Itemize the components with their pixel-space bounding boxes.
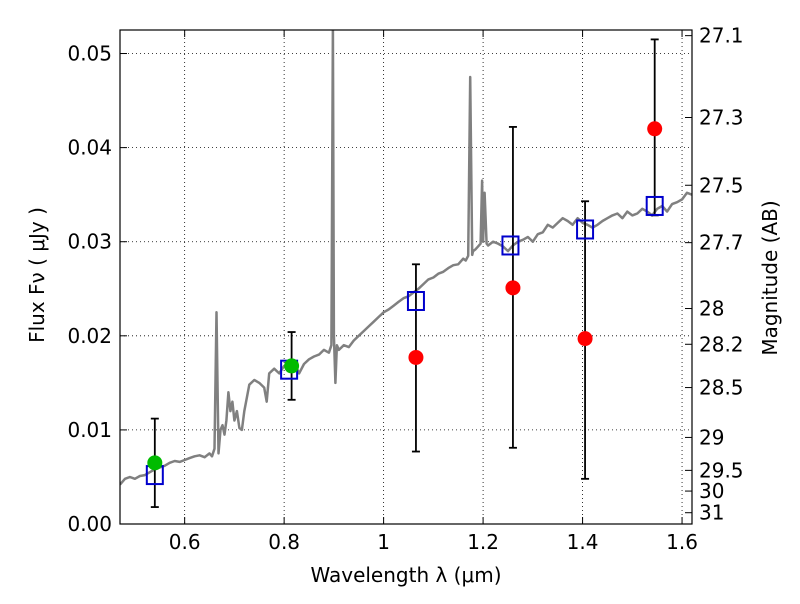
y2-tick-label: 27.7	[699, 231, 744, 255]
upper-limit-point	[577, 331, 593, 347]
plot-area	[120, 30, 692, 486]
y-tick-label: 0.03	[67, 230, 112, 254]
spectrum-layer	[120, 30, 692, 486]
y-tick-label: 0.05	[67, 42, 112, 66]
y2-tick-label: 29	[699, 425, 724, 449]
x-tick-label: 0.8	[268, 530, 300, 554]
x-tick-label: 1.6	[666, 530, 698, 554]
y2-tick-label: 28.2	[699, 332, 744, 356]
y-tick-label: 0.04	[67, 136, 112, 160]
x-tick-label: 1	[377, 530, 390, 554]
detection-point	[284, 358, 300, 374]
y-tick-label: 0.02	[67, 324, 112, 348]
y2-tick-label: 29.5	[699, 458, 744, 482]
y2-tick-label: 27.3	[699, 106, 744, 130]
x-tick-label: 1.2	[467, 530, 499, 554]
grid	[120, 30, 692, 525]
spectrum-line	[120, 30, 692, 486]
y2-tick-label: 28	[699, 297, 724, 321]
model-square-point	[406, 290, 425, 311]
upper-limit-point	[408, 349, 424, 365]
y2-tick-label: 27.1	[699, 24, 744, 48]
y2-tick-label: 28.5	[699, 376, 744, 400]
upper-limit-point	[647, 121, 663, 137]
y-tick-label: 0.00	[67, 512, 112, 536]
detection-point	[147, 455, 163, 471]
model-square-point	[645, 195, 664, 216]
model-square-point	[501, 235, 520, 256]
plot-frame	[119, 29, 693, 525]
x-axis-label: Wavelength λ (μm)	[310, 563, 501, 587]
upper-limit-point	[505, 280, 521, 296]
marker-layer	[145, 38, 664, 508]
y2-tick-label: 31	[699, 501, 724, 525]
x-tick-label: 1.4	[567, 530, 599, 554]
y2-axis-label: Magnitude (AB)	[758, 200, 782, 355]
y2-tick-label: 27.5	[699, 173, 744, 197]
model-square-point	[576, 219, 595, 240]
x-tick-label: 0.6	[169, 530, 201, 554]
y-axis-label: Flux Fν ( μJy )	[25, 207, 49, 343]
y-tick-label: 0.01	[67, 418, 112, 442]
y2-tick-label: 30	[699, 479, 724, 503]
axes: 0.6 0.8 1 1.2 1.4 1.6 0.00 0.01 0.02 0.03 0.04 0.05…	[67, 24, 743, 554]
